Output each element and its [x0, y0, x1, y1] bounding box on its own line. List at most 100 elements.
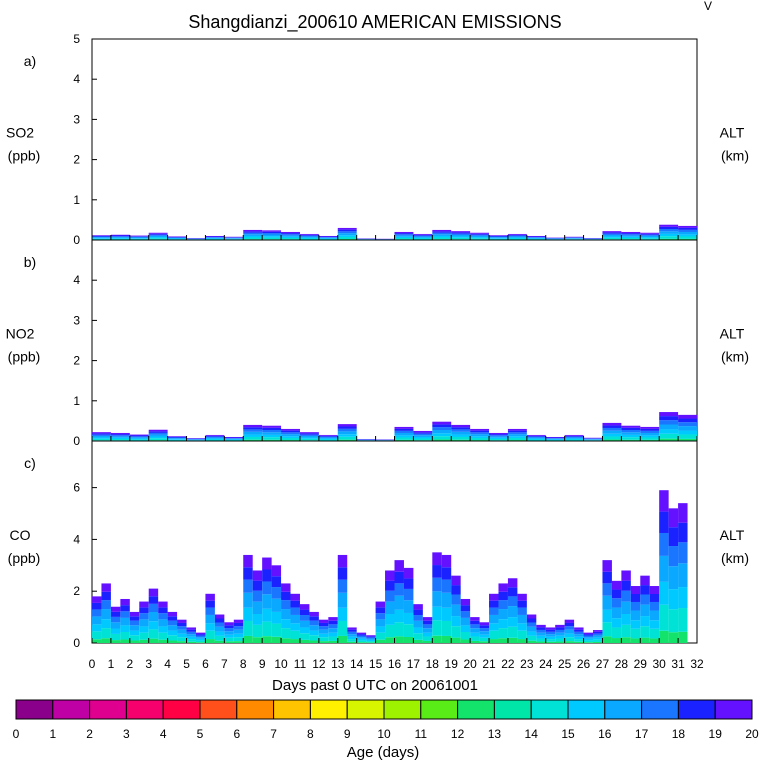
data-bar-segment: [545, 641, 556, 643]
data-bar-segment: [564, 437, 584, 439]
data-bar-segment: [470, 233, 490, 235]
data-bar-segment: [507, 233, 527, 235]
data-bar-segment: [139, 639, 149, 643]
colorbar-title: Age (days): [347, 744, 420, 761]
data-bar-segment: [659, 238, 679, 240]
data-bar-segment: [432, 229, 452, 232]
data-bar-segment: [271, 636, 282, 643]
data-bar-segment: [92, 237, 111, 239]
data-bar-segment: [120, 617, 130, 626]
data-bar-segment: [640, 437, 660, 440]
data-bar-segment: [148, 232, 168, 234]
y-tick-label: 4: [73, 72, 80, 86]
data-bar-segment: [489, 623, 499, 631]
data-bar-segment: [394, 583, 404, 596]
data-bar-segment: [498, 609, 508, 620]
panel-2: 0 1 2 3 4 b) NO2 (ppb) ALT (km): [6, 239, 749, 448]
data-bar-segment: [110, 436, 130, 438]
panel-3-bars: [92, 490, 688, 643]
data-bar-segment: [224, 239, 244, 240]
data-bar-segment: [167, 640, 178, 643]
data-bar-segment: [167, 439, 187, 440]
data-bar-segment: [337, 235, 357, 237]
data-bar-segment: [621, 624, 631, 638]
data-bar-segment: [489, 593, 499, 601]
data-bar-segment: [403, 600, 414, 613]
data-bar-segment: [356, 642, 367, 643]
data-bar-segment: [432, 234, 452, 236]
data-bar-segment: [385, 601, 395, 614]
data-bar-segment: [678, 234, 697, 237]
data-bar-segment: [678, 430, 697, 435]
data-bar-segment: [593, 633, 603, 636]
data-bar-segment: [290, 623, 300, 631]
colorbar-swatch: [677, 699, 716, 720]
data-bar-segment: [385, 624, 395, 638]
data-bar-segment: [640, 430, 660, 433]
y-tick-label: 0: [73, 636, 80, 650]
data-bar-segment: [205, 238, 225, 239]
data-bar-segment: [413, 435, 433, 437]
data-bar-segment: [621, 234, 641, 236]
data-bar-segment: [92, 433, 111, 435]
data-bar-segment: [281, 434, 300, 437]
data-bar-segment: [451, 439, 471, 441]
y-tick-label: 3: [73, 112, 80, 126]
data-bar-segment: [205, 639, 215, 643]
data-bar-segment: [659, 511, 669, 533]
data-bar-segment: [356, 640, 367, 643]
panel-layer: 012345a)SO2(ppb)ALT(km)01234b)NO2(ppb)AL…: [6, 32, 749, 671]
colorbar-label: 11: [415, 727, 428, 741]
data-bar-segment: [328, 636, 338, 641]
data-bar-segment: [574, 627, 584, 630]
data-bar-segment: [262, 234, 282, 237]
data-bar-segment: [659, 490, 669, 512]
data-bar-segment: [413, 633, 423, 640]
data-bar-segment: [602, 583, 612, 596]
data-bar-segment: [489, 236, 508, 238]
data-bar-segment: [432, 235, 452, 238]
data-bar-segment: [489, 639, 499, 643]
data-bar-segment: [649, 610, 660, 621]
data-bar-segment: [621, 601, 631, 614]
right-axis-unit: (km): [721, 550, 749, 566]
data-bar-segment: [640, 426, 660, 429]
data-bar-segment: [517, 623, 527, 631]
data-bar-segment: [630, 586, 641, 595]
data-bar-segment: [659, 420, 679, 425]
data-bar-segment: [413, 615, 423, 621]
data-bar-segment: [394, 595, 404, 610]
data-bar-segment: [470, 237, 490, 239]
data-bar-segment: [214, 614, 225, 619]
data-bar-segment: [214, 631, 225, 636]
data-bar-segment: [479, 637, 490, 642]
data-bar-segment: [243, 554, 253, 568]
data-bar-segment: [574, 631, 584, 635]
data-bar-segment: [536, 624, 546, 628]
x-tick-label: 11: [294, 657, 307, 671]
data-bar-segment: [92, 235, 111, 236]
data-bar-segment: [101, 628, 111, 639]
data-bar-segment: [92, 438, 111, 441]
data-bar-segment: [526, 640, 537, 643]
data-bar-segment: [649, 628, 660, 639]
data-bar-segment: [243, 567, 253, 580]
data-bar-segment: [290, 607, 300, 615]
data-bar-segment: [678, 438, 697, 441]
data-bar-segment: [281, 591, 291, 601]
data-bar-segment: [205, 614, 215, 624]
data-bar-segment: [262, 439, 282, 441]
data-bar-segment: [366, 637, 376, 639]
data-bar-segment: [668, 609, 679, 633]
data-bar-segment: [451, 585, 461, 595]
data-bar-segment: [659, 231, 679, 234]
data-bar-segment: [214, 618, 225, 623]
data-bar-segment: [271, 623, 282, 637]
x-tick-label: 0: [89, 657, 96, 671]
data-bar-segment: [347, 629, 357, 632]
data-bar-segment: [659, 604, 669, 631]
data-bar-segment: [101, 619, 111, 629]
colorbar-label: 6: [233, 727, 240, 741]
data-bar-segment: [347, 641, 357, 643]
